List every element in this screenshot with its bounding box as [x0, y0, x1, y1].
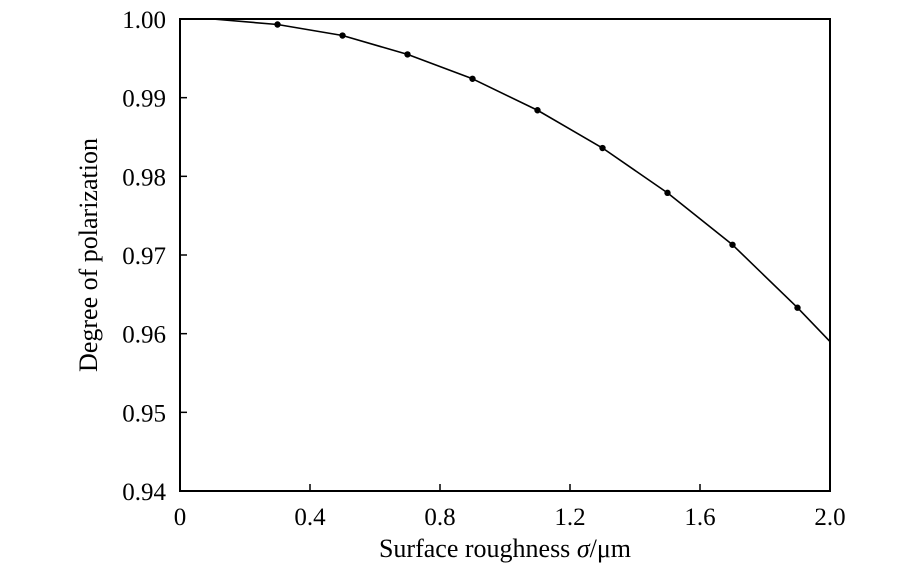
plot-frame — [179, 18, 831, 492]
x-tick-label: 1.2 — [554, 504, 585, 531]
series-line — [180, 18, 831, 343]
data-point — [534, 107, 541, 114]
y-tick-label: 1.00 — [122, 7, 166, 34]
y-tick-label: 0.94 — [122, 479, 166, 506]
y-tick-label: 0.98 — [122, 164, 166, 191]
data-point — [729, 241, 736, 248]
x-tick-label: 2.0 — [814, 504, 845, 531]
data-point — [404, 51, 411, 58]
x-tick-label: 0.4 — [294, 504, 326, 531]
y-axis-label: Degree of polarization — [74, 138, 103, 372]
data-point — [469, 75, 476, 82]
x-axis-ticks: 0 0.4 0.8 1.2 1.6 2.0 — [174, 484, 846, 531]
data-point — [794, 304, 801, 311]
data-point — [599, 144, 606, 152]
data-point — [339, 32, 346, 39]
y-tick-label: 0.97 — [122, 243, 166, 270]
y-tick-label: 0.96 — [122, 322, 166, 349]
data-point — [274, 21, 281, 28]
y-tick-label: 0.95 — [122, 400, 166, 427]
x-tick-label: 0 — [174, 504, 187, 531]
y-axis-ticks: 0.94 0.95 0.96 0.97 0.98 0.99 1.00 — [122, 7, 187, 506]
data-point — [664, 189, 671, 197]
x-axis-label: Surface roughness σ/μm — [379, 534, 631, 563]
x-tick-label: 0.8 — [424, 504, 455, 531]
x-tick-label: 1.6 — [684, 504, 715, 531]
series-layer — [180, 18, 831, 343]
y-tick-label: 0.99 — [122, 86, 166, 113]
